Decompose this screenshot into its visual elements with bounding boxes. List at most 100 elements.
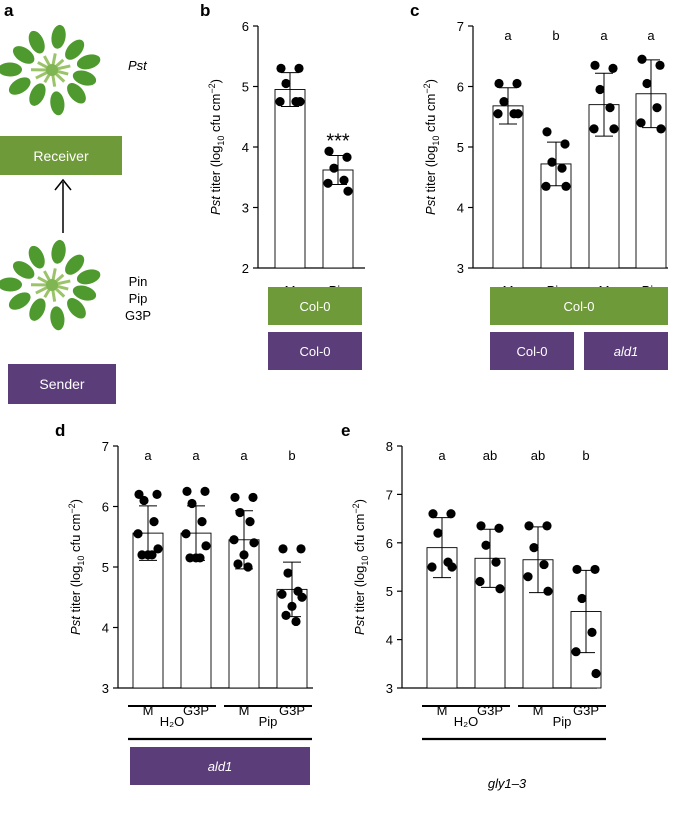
y-tick-label: 3 — [242, 201, 249, 216]
plant-leaf — [50, 306, 65, 331]
plant-leaf — [72, 70, 97, 86]
data-point — [494, 78, 504, 89]
group-label: Pip — [259, 714, 278, 729]
data-point — [249, 538, 259, 548]
data-point — [652, 103, 662, 113]
data-point — [572, 564, 582, 575]
data-point — [185, 553, 195, 563]
sender-treatment-g3p: G3P — [125, 308, 151, 323]
data-point — [134, 489, 144, 499]
group-label: H₂O — [454, 714, 479, 729]
y-tick-label: 6 — [457, 80, 464, 95]
data-point — [295, 97, 305, 107]
plant-leaf — [67, 298, 86, 319]
panel-label-d: d — [55, 421, 65, 440]
y-axis-label-organism: Pst — [423, 195, 438, 215]
data-point — [149, 517, 159, 527]
data-point — [493, 109, 503, 119]
y-tick-label: 5 — [102, 560, 109, 575]
data-point — [577, 593, 587, 604]
data-point — [281, 78, 291, 89]
significance-letter: a — [438, 448, 446, 463]
y-axis-label-superscript: −2 — [351, 503, 361, 513]
data-point — [608, 63, 618, 73]
genotype-box-label: Col-0 — [563, 299, 594, 314]
plant-center — [46, 64, 58, 76]
y-axis-label-unit: cfu cm — [208, 94, 223, 136]
panel-label-e: e — [341, 421, 350, 440]
data-point — [133, 529, 143, 539]
plant-leaf — [8, 292, 31, 310]
y-tick-label: 6 — [386, 536, 393, 551]
data-point — [152, 489, 162, 499]
data-point — [557, 163, 567, 173]
significance-letter: a — [240, 448, 248, 463]
data-point — [239, 550, 249, 560]
sender-box-label: Sender — [39, 376, 84, 392]
data-point — [475, 576, 485, 587]
y-tick-label: 6 — [102, 500, 109, 515]
data-point — [324, 146, 334, 156]
plant-leaf — [51, 24, 66, 49]
data-point — [230, 492, 240, 503]
data-point — [542, 127, 552, 137]
y-tick-label: 4 — [102, 621, 109, 636]
data-point — [513, 109, 523, 119]
data-point — [447, 562, 457, 572]
genotype-box — [268, 332, 362, 370]
sender-plant-image — [0, 239, 101, 331]
plant-leaf — [65, 39, 85, 60]
plant-leaf — [8, 77, 31, 95]
data-point — [539, 559, 549, 570]
data-point — [296, 544, 306, 554]
data-point — [195, 553, 205, 563]
plant-leaf — [28, 245, 45, 269]
y-axis-label-text: titer (log — [208, 146, 223, 197]
data-point — [642, 78, 652, 89]
receiver-pathogen-label: Pst — [128, 58, 148, 73]
genotype-box-label: ald1 — [208, 759, 233, 774]
y-tick-label: 7 — [457, 19, 464, 34]
y-tick-label: 2 — [242, 261, 249, 276]
plant-leaf — [29, 298, 46, 321]
data-point — [342, 152, 352, 162]
data-point — [587, 627, 597, 637]
genotype-box — [584, 332, 668, 370]
y-axis-label-close: ) — [423, 79, 438, 83]
significance-letter: a — [192, 448, 200, 463]
y-axis-label-subscript: 10 — [76, 556, 86, 566]
data-point — [656, 124, 666, 134]
y-tick-label: 4 — [457, 201, 464, 216]
data-point — [233, 559, 243, 569]
plant-leaf — [65, 254, 85, 275]
data-point — [235, 507, 245, 518]
data-point — [200, 486, 210, 496]
plant-leaf — [50, 91, 65, 116]
data-point — [571, 647, 581, 657]
y-axis-label-subscript: 10 — [431, 136, 441, 146]
y-axis-label-organism: Pst — [68, 615, 83, 635]
data-point — [637, 54, 647, 64]
data-point — [181, 529, 191, 539]
significance-letter: ab — [483, 448, 497, 463]
data-point — [243, 562, 253, 572]
y-tick-label: 3 — [457, 261, 464, 276]
data-point — [245, 517, 255, 527]
y-axis-label-unit: cfu cm — [68, 514, 83, 556]
data-point — [182, 486, 192, 496]
data-point — [512, 78, 522, 89]
plant-leaf — [28, 30, 45, 54]
significance-letter: ab — [531, 448, 545, 463]
data-point — [476, 521, 486, 531]
genotype-box — [268, 287, 362, 325]
sender-treatment-pip: Pip — [129, 291, 148, 306]
y-tick-label: 3 — [386, 681, 393, 696]
genotype-box — [490, 287, 668, 325]
y-axis-label-unit: cfu cm — [352, 514, 367, 556]
y-axis-label-subscript: 10 — [216, 136, 226, 146]
arrow-head-icon — [54, 178, 72, 191]
